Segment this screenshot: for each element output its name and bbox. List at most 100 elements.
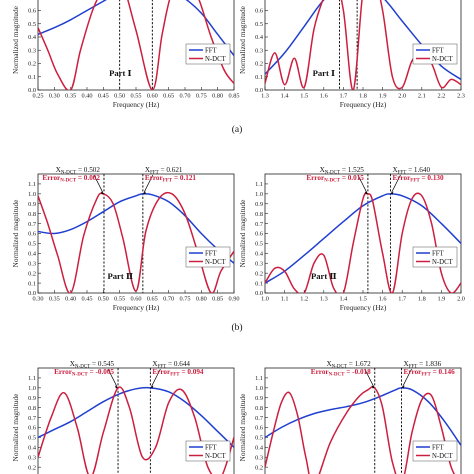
series-line-fft [265, 193, 461, 284]
y-tick-label: 0.4 [255, 34, 264, 41]
x-tick-label: 2.1 [418, 93, 426, 100]
annotation-x: XN-DCT = 0.545 [70, 360, 115, 370]
y-tick-label: 0.4 [28, 34, 37, 41]
y-tick-label: 0.3 [255, 47, 263, 54]
legend-entry-ndct: N-DCT [432, 453, 454, 460]
x-tick-label: 0.35 [65, 93, 76, 100]
series-line-fft [265, 0, 461, 81]
x-tick-label: 1.3 [261, 93, 269, 100]
y-tick-label: 0.9 [28, 201, 36, 208]
x-tick-label: 0.30 [49, 93, 60, 100]
annotation-arrow [391, 174, 401, 193]
y-tick-label: 0.7 [28, 415, 36, 422]
y-tick-label: 0.8 [28, 405, 36, 412]
y-tick-label: 0.2 [255, 464, 263, 471]
y-tick-label: 1.0 [28, 191, 36, 198]
y-tick-label: 1.0 [255, 385, 263, 392]
annotation-arrow [93, 174, 104, 193]
y-tick-label: 1.1 [255, 375, 263, 382]
x-tick-label: 0.55 [114, 296, 125, 303]
annotation-x: XFFT = 0.621 [145, 166, 183, 176]
x-tick-label: 0.55 [130, 93, 141, 100]
annotation-x: XN-DCT = 1.525 [320, 166, 365, 176]
x-tick-label: 1.6 [379, 296, 387, 303]
y-tick-label: 0.5 [28, 21, 36, 28]
annotation-x: XN-DCT = 1.672 [326, 360, 371, 370]
y-tick-label: 0.8 [28, 211, 36, 218]
x-tick-label: 1.7 [339, 93, 347, 100]
chart-panel-c-right: 0.2 0.3 0.4 0.5 0.6 0.7 0.8 0.9 1.0 1.1 Normalized… [238, 360, 462, 474]
annotation-error: ErrorFFT = 0.121 [145, 174, 197, 184]
y-tick-label: 0.3 [255, 260, 263, 267]
x-tick-label: 0.85 [228, 93, 239, 100]
x-tick-label: 1.7 [398, 296, 406, 303]
y-tick-label: 0.1 [28, 74, 36, 81]
x-tick-label: 0.80 [196, 296, 207, 303]
x-tick-label: 0.75 [179, 296, 190, 303]
y-tick-label: 0.0 [255, 290, 263, 297]
y-tick-label: 0.9 [255, 201, 263, 208]
y-tick-label: 0.3 [28, 47, 36, 54]
x-axis-label: Frequency (Hz) [113, 303, 160, 312]
y-tick-label: 0.4 [255, 251, 264, 258]
series-line-ndct [265, 192, 461, 293]
y-tick-label: 1.1 [255, 181, 263, 188]
y-tick-label: 0.6 [28, 231, 36, 238]
part-label: Part Ⅰ [109, 68, 131, 78]
y-tick-label: 0.2 [28, 270, 36, 277]
chart-panel-a-left: 0.0 0.1 0.2 0.3 0.4 0.5 0.6 0.25 0.30 0.35 0.40 0.4… [11, 0, 240, 109]
y-tick-label: 0.2 [28, 464, 36, 471]
legend-entry-fft: FFT [432, 250, 445, 257]
annotation-error: ErrorN-DCT = -0.018 [311, 368, 371, 378]
y-tick-label: 0.3 [255, 454, 263, 461]
x-tick-label: 0.45 [98, 93, 109, 100]
x-tick-label: 1.5 [359, 296, 367, 303]
annotation-arrowhead [371, 385, 375, 389]
y-tick-label: 0.2 [255, 61, 263, 68]
annotation-error: ErrorFFT = 0.130 [392, 174, 444, 184]
y-tick-label: 0.3 [28, 260, 36, 267]
legend-entry-ndct: N-DCT [205, 56, 227, 63]
annotation-x: XFFT = 1.836 [404, 360, 442, 370]
annotation-error: ErrorFFT = 0.094 [152, 368, 204, 378]
annotation-error: ErrorN-DCT = -0.005 [54, 368, 114, 378]
annotation-arrowhead [401, 385, 405, 389]
y-tick-label: 0.7 [255, 415, 263, 422]
y-tick-label: 0.4 [28, 251, 37, 258]
x-tick-label: 1.9 [379, 93, 387, 100]
x-tick-label: 0.85 [212, 296, 223, 303]
legend-entry-fft: FFT [432, 47, 445, 54]
y-tick-label: 0.0 [255, 87, 263, 94]
y-tick-label: 0.6 [255, 8, 263, 15]
y-tick-label: 1.0 [255, 191, 263, 198]
y-tick-label: 0.6 [28, 8, 36, 15]
series-line-fft [38, 192, 234, 264]
y-tick-label: 0.2 [255, 270, 263, 277]
y-tick-label: 0.6 [255, 425, 263, 432]
y-tick-label: 0.6 [28, 425, 36, 432]
series-line-ndct [38, 191, 234, 293]
part-label: Part Ⅰ [313, 68, 335, 78]
annotation-arrow [357, 174, 368, 193]
x-tick-label: 1.5 [300, 93, 308, 100]
annotation-arrow [107, 368, 118, 387]
annotation-arrow [151, 368, 161, 387]
y-tick-label: 0.6 [255, 231, 263, 238]
x-tick-label: 0.80 [212, 93, 223, 100]
x-tick-label: 1.8 [359, 93, 367, 100]
x-tick-label: 1.6 [320, 93, 328, 100]
x-tick-label: 1.2 [300, 296, 308, 303]
chart-panel-c-left: 0.2 0.3 0.4 0.5 0.6 0.7 0.8 0.9 1.0 1.1 Normalized… [11, 360, 235, 474]
x-tick-label: 0.25 [32, 93, 43, 100]
x-tick-label: 0.50 [98, 296, 109, 303]
x-tick-label: 2.0 [457, 296, 465, 303]
part-label: Part Ⅱ [108, 271, 134, 281]
annotation-arrowhead [115, 385, 119, 389]
x-tick-label: 1.1 [281, 296, 289, 303]
y-axis-label: Normalized magnitude [238, 393, 247, 462]
annotation-error: ErrorFFT = 0.146 [404, 368, 456, 378]
annotation-error: ErrorN-DCT = 0.015 [306, 174, 364, 184]
x-tick-label: 0.45 [81, 296, 92, 303]
y-tick-label: 0.2 [28, 61, 36, 68]
y-axis-label: Normalized magnitude [11, 5, 20, 74]
